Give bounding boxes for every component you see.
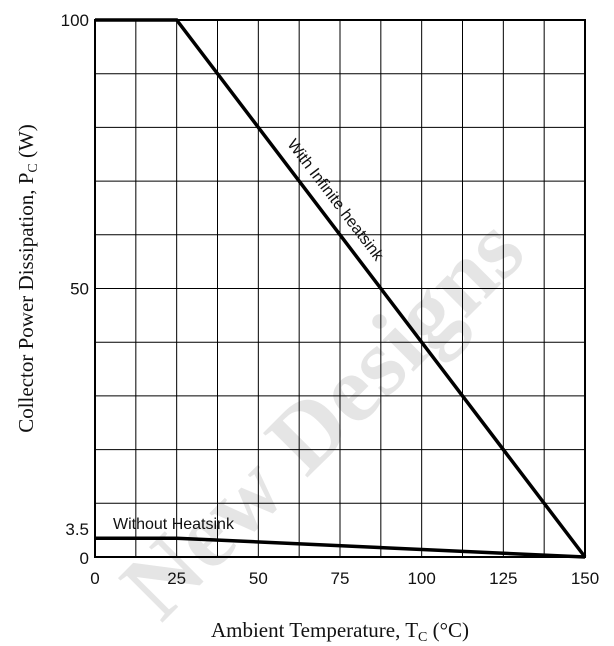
y-tick-label: 3.5 [65,520,89,539]
y-tick-label: 50 [70,280,89,299]
x-tick-label: 125 [489,569,517,588]
y-tick-labels: 0 3.5 50 100 [61,11,89,568]
x-tick-label: 0 [90,569,99,588]
series-group [95,18,587,559]
series-line-0 [95,18,587,559]
x-tick-label: 25 [167,569,186,588]
grid [95,20,585,557]
plot-frame [94,19,586,558]
x-axis-title-main: Ambient Temperature, T [211,618,418,642]
series-label-without-heatsink: Without Heatsink [113,516,235,533]
x-axis-title-subscript: C [418,630,427,645]
y-tick-label: 0 [80,549,89,568]
series-line-1 [95,536,586,559]
y-axis-title: Collector Power Dissipation, PC (W) [14,124,41,433]
y-axis-title-unit: (W) [14,124,38,163]
y-tick-label: 100 [61,11,89,30]
x-tick-label: 100 [407,569,435,588]
y-axis-title-main: Collector Power Dissipation, P [14,173,38,433]
x-axis-title: Ambient Temperature, TC (°C) [211,618,469,645]
y-axis-title-subscript: C [26,163,41,172]
x-tick-label: 50 [249,569,268,588]
x-tick-label: 150 [571,569,599,588]
x-axis-title-unit: (°C) [427,618,469,642]
x-tick-labels: 0 25 50 75 100 125 150 [90,569,599,588]
x-tick-label: 75 [331,569,350,588]
